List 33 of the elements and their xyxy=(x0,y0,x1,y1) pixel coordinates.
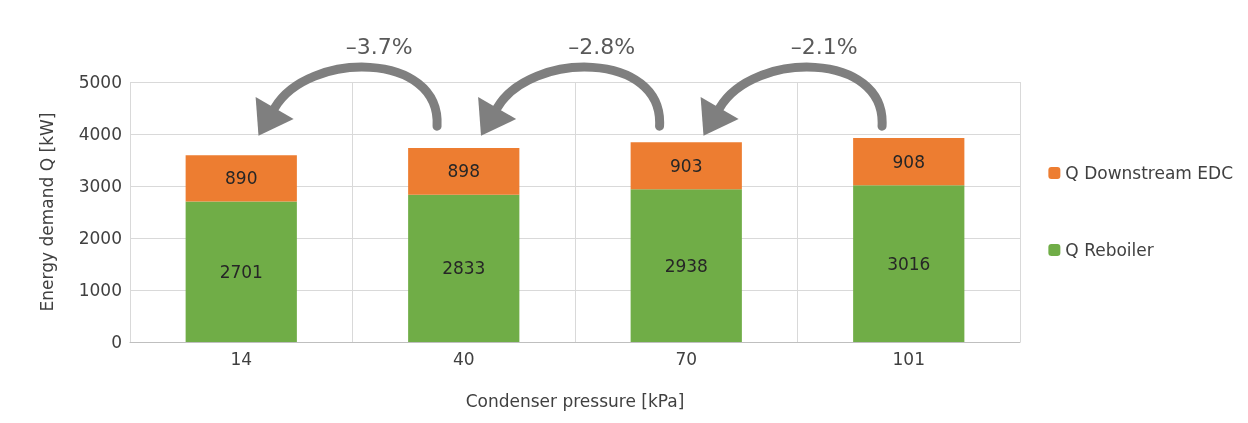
bar xyxy=(630,142,742,190)
y-axis-title: Energy demand Q [kW] xyxy=(36,112,57,312)
y-tick-label: 5000 xyxy=(78,72,122,92)
y-tick-label: 3000 xyxy=(78,176,122,196)
text: –2.8% xyxy=(568,33,636,59)
bar xyxy=(630,189,742,342)
bar xyxy=(408,194,520,342)
bar xyxy=(853,185,965,342)
x-tick-label: 101 xyxy=(892,348,925,369)
y-tick-label: 0 xyxy=(111,332,122,352)
x-tick-label: 14 xyxy=(230,348,253,369)
x-tick-label: 70 xyxy=(675,348,698,369)
y-tick-label: 4000 xyxy=(78,124,122,144)
text: –2.1% xyxy=(790,33,858,59)
data-label: 898 xyxy=(447,161,480,182)
text: –3.7% xyxy=(345,33,413,59)
data-label: 908 xyxy=(892,151,925,172)
y-tick-label: 1000 xyxy=(78,280,122,300)
bar xyxy=(853,137,965,186)
legend-label: Q Downstream EDC xyxy=(1065,163,1234,183)
x-axis-title: Condenser pressure [kPa] xyxy=(465,390,685,411)
bar xyxy=(185,201,297,342)
data-label: 2701 xyxy=(219,261,263,282)
bar xyxy=(408,147,520,195)
data-label: 3016 xyxy=(887,253,931,274)
data-label: 2833 xyxy=(442,258,486,279)
data-label: 903 xyxy=(670,155,703,176)
bar xyxy=(185,155,297,202)
data-label: 890 xyxy=(225,168,258,189)
legend-label: Q Reboiler xyxy=(1065,240,1154,260)
y-tick-label: 2000 xyxy=(78,228,122,248)
data-label: 2938 xyxy=(664,255,708,276)
x-tick-label: 40 xyxy=(452,348,475,369)
